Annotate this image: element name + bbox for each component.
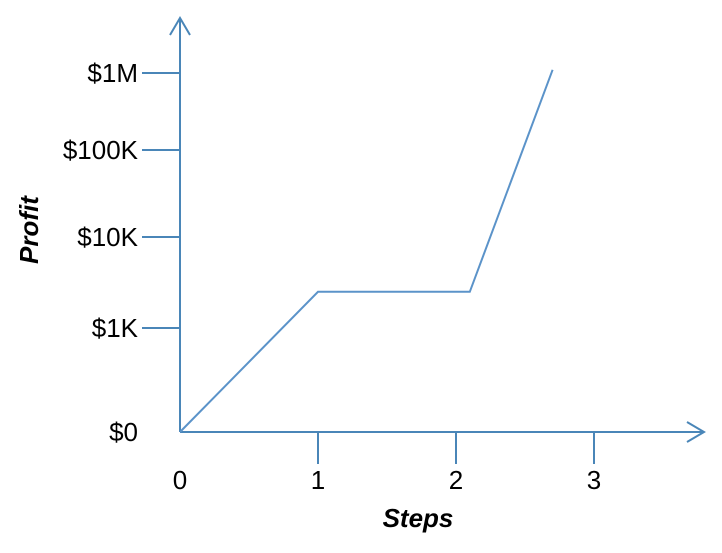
- y-tick-label: $1M: [87, 58, 138, 88]
- y-tick-label: $1K: [92, 313, 139, 343]
- y-ticks: $0 $1K $10K $100K $1M: [63, 58, 180, 447]
- y-axis-title: Profit: [14, 195, 44, 264]
- x-axis-title: Steps: [383, 503, 454, 533]
- y-axis-arrow-icon: [169, 16, 191, 36]
- series-line: [179, 69, 554, 433]
- y-tick-label: $100K: [63, 135, 139, 165]
- y-tick-label: $0: [109, 417, 138, 447]
- x-axis-arrow-icon: [686, 421, 706, 443]
- y-tick-label: $10K: [77, 222, 138, 252]
- x-tick-label: 2: [449, 465, 463, 495]
- x-tick-label: 1: [311, 465, 325, 495]
- x-ticks: 0 1 2 3: [173, 432, 601, 495]
- x-tick-label: 3: [587, 465, 601, 495]
- axes: [169, 16, 706, 443]
- x-tick-label: 0: [173, 465, 187, 495]
